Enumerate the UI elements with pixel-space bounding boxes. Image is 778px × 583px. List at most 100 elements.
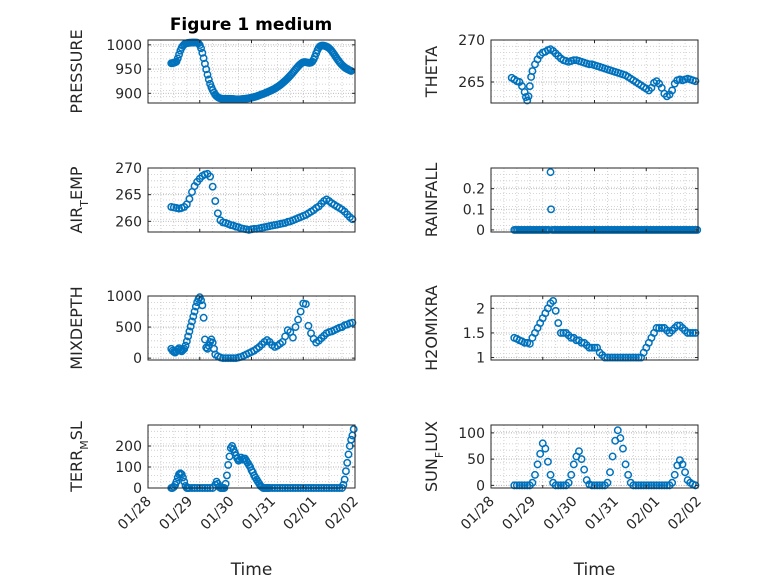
data-point (180, 477, 189, 486)
y-tick-label: 265 (115, 188, 142, 204)
y-tick-label: 1 (476, 351, 485, 367)
data-point (600, 353, 609, 362)
plot-area (491, 425, 698, 488)
data-point (344, 450, 353, 459)
data-point (198, 301, 207, 310)
y-tick-label: 0.1 (463, 202, 485, 218)
data-point (347, 66, 356, 75)
plot-area (491, 40, 698, 103)
data-point (198, 48, 207, 57)
data-point (208, 182, 217, 191)
data-point (224, 460, 233, 469)
data-point (631, 481, 640, 490)
y-tick-label: 0.2 (463, 182, 485, 198)
data-point (520, 481, 529, 490)
data-point (691, 77, 700, 86)
data-point (613, 353, 622, 362)
data-point (518, 481, 526, 490)
data-point (190, 307, 199, 316)
panel-air-temp: 260 265 270 AIRTEMP (67, 161, 357, 234)
data-point (301, 300, 310, 309)
data-point (590, 481, 599, 490)
panel-h2omixra: 1 1.5 2 H2OMIXRA (422, 285, 700, 371)
y-tick-label: 265 (458, 75, 485, 91)
data-point (520, 338, 529, 347)
data-point (691, 481, 700, 490)
data-point (533, 460, 542, 469)
data-point (668, 478, 677, 487)
panel-theta: 265 270 THETA (422, 33, 700, 105)
data-point (606, 468, 614, 477)
data-point (619, 353, 627, 362)
y-axis-label: H2OMIXRA (422, 285, 441, 371)
y-axis-label: RAINFALL (422, 163, 441, 238)
data-point (556, 328, 565, 337)
data-point (652, 324, 661, 332)
data-point (686, 328, 695, 337)
data-point (178, 473, 187, 482)
data-point (185, 194, 194, 203)
data-point (567, 470, 576, 479)
data-point (595, 481, 604, 490)
y-tick-label: 0 (476, 478, 485, 494)
data-point (616, 434, 625, 443)
series-markers (167, 293, 357, 363)
data-point (621, 353, 630, 362)
data-point (512, 481, 521, 490)
data-point (204, 75, 213, 84)
y-tick-label: 270 (458, 33, 485, 49)
data-point (693, 225, 702, 234)
data-point (670, 470, 679, 479)
data-point (551, 481, 560, 490)
y-tick-label: 1.5 (463, 326, 485, 342)
data-point (657, 481, 666, 490)
data-point (655, 324, 664, 332)
data-point (288, 333, 297, 342)
data-point (173, 54, 182, 63)
y-tick-label: 0 (133, 481, 142, 497)
data-point (637, 481, 646, 490)
x-axis-label: Time (573, 560, 616, 580)
data-point (639, 481, 648, 490)
data-point (585, 60, 594, 69)
data-point (294, 315, 303, 324)
data-point (621, 460, 630, 469)
data-point (611, 353, 620, 362)
data-point (181, 341, 190, 350)
data-point (348, 215, 357, 224)
data-point (544, 225, 553, 234)
data-point (202, 65, 211, 74)
data-point (186, 322, 195, 331)
y-tick-label: 950 (115, 62, 142, 78)
data-point (515, 481, 524, 490)
data-point (184, 332, 193, 341)
data-point (547, 205, 555, 214)
data-point (197, 44, 205, 53)
data-point (585, 343, 594, 352)
y-axis-label: SUNFLUX (422, 421, 446, 492)
data-point (182, 337, 191, 346)
y-tick-label: 100 (458, 426, 485, 442)
data-point (642, 481, 651, 490)
y-tick-label: 260 (115, 214, 142, 230)
y-tick-label: 200 (115, 439, 142, 455)
data-point (528, 67, 537, 76)
data-point (678, 460, 687, 469)
data-point (348, 318, 357, 327)
data-point (624, 470, 633, 479)
plot-area (491, 168, 698, 232)
data-point (203, 70, 212, 79)
data-point (347, 435, 356, 444)
data-point (528, 478, 537, 487)
data-point (510, 481, 519, 490)
data-point (634, 481, 643, 490)
panel-pressure: 900 950 1000 PRESSURE (67, 29, 356, 114)
figure-title: Figure 1 medium (170, 15, 332, 35)
y-axis-label: TERRMSL (67, 421, 91, 493)
data-point (304, 321, 313, 330)
data-point (523, 96, 532, 105)
data-point (531, 470, 539, 479)
data-point (577, 455, 586, 464)
data-point (619, 444, 627, 453)
y-axis-label: AIRTEMP (67, 166, 91, 233)
